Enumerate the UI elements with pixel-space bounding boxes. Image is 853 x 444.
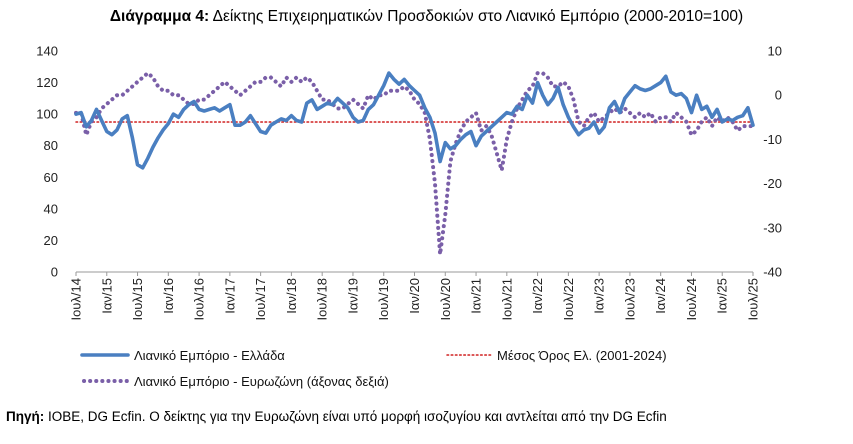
source-note: Πηγή: IOBE, DG Ecfin. Ο δείκτης για την … — [6, 409, 667, 424]
y-left-tick-label: 140 — [36, 44, 58, 59]
series-line-greece — [74, 71, 755, 170]
x-tick-label: Ιουλ/25 — [746, 278, 761, 321]
y-right-tick-label: -40 — [763, 265, 782, 280]
x-tick-label: Ιαν/16 — [161, 278, 176, 314]
y-right-tick-label: 0 — [775, 88, 782, 103]
y-right-tick-label: 10 — [768, 44, 782, 59]
x-tick-label: Ιαν/25 — [715, 278, 730, 314]
x-tick-label: Ιαν/17 — [222, 278, 237, 314]
legend-label-eurozone: Λιανικό Εμπόριο - Ευρωζώνη (άξονας δεξιά… — [134, 374, 389, 389]
chart-title-text: Δείκτης Επιχειρηματικών Προσδοκιών στο Λ… — [209, 8, 744, 25]
series-line-eurozone — [74, 71, 755, 257]
x-tick-label: Ιουλ/22 — [561, 278, 576, 321]
y-left-tick-label: 40 — [44, 201, 58, 216]
legend-label-mean: Μέσος Όρος Ελ. (2001-2024) — [497, 348, 667, 363]
x-tick-label: Ιαν/24 — [653, 278, 668, 314]
y-left-tick-label: 0 — [51, 265, 58, 280]
y-left-tick-label: 60 — [44, 170, 58, 185]
left-axis: 0 20 40 60 80 100 120 140 — [36, 44, 58, 280]
series-layer — [74, 71, 755, 257]
x-tick-label: Ιαν/18 — [284, 278, 299, 314]
chart-title-bold: Διάγραμμα 4: — [109, 8, 210, 25]
right-axis: -40 -30 -20 -10 0 10 — [763, 44, 782, 280]
x-tick-label: Ιουλ/23 — [622, 278, 637, 321]
x-tick-label: Ιουλ/14 — [69, 278, 84, 321]
x-tick-label: Ιαν/20 — [407, 278, 422, 314]
source-label: Πηγή: — [6, 409, 45, 424]
y-left-tick-label: 120 — [36, 75, 58, 90]
x-tick-label: Ιουλ/16 — [192, 278, 207, 321]
y-right-tick-label: -30 — [763, 220, 782, 235]
x-tick-label: Ιαν/21 — [469, 278, 484, 314]
x-tick-label: Ιουλ/19 — [376, 278, 391, 321]
y-left-tick-label: 20 — [44, 233, 58, 248]
x-tick-label: Ιαν/15 — [99, 278, 114, 314]
y-right-tick-label: -10 — [763, 132, 782, 147]
y-left-tick-label: 100 — [36, 107, 58, 122]
y-left-tick-label: 80 — [44, 138, 58, 153]
x-axis: Ιουλ/14 Ιαν/15 Ιουλ/15 Ιαν/16 Ιουλ/16 Ιαν/17 Ι… — [69, 272, 761, 321]
x-tick-label: Ιουλ/15 — [130, 278, 145, 321]
chart-title: Διάγραμμα 4: Δείκτης Επιχειρηματικών Προ… — [0, 8, 853, 26]
x-tick-label: Ιαν/23 — [592, 278, 607, 314]
x-tick-label: Ιουλ/18 — [315, 278, 330, 321]
x-tick-label: Ιαν/19 — [345, 278, 360, 314]
x-tick-label: Ιουλ/17 — [253, 278, 268, 321]
x-tick-label: Ιουλ/21 — [499, 278, 514, 321]
x-tick-label: Ιουλ/20 — [438, 278, 453, 321]
y-right-tick-label: -20 — [763, 176, 782, 191]
x-tick-label: Ιουλ/24 — [684, 278, 699, 321]
legend: Λιανικό Εμπόριο - Ελλάδα Μέσος Όρος Ελ. (… — [80, 348, 667, 389]
legend-label-greece: Λιανικό Εμπόριο - Ελλάδα — [134, 348, 285, 363]
x-tick-label: Ιαν/22 — [530, 278, 545, 314]
source-text: IOBE, DG Ecfin. Ο δείκτης για την Ευρωζώ… — [44, 409, 667, 424]
